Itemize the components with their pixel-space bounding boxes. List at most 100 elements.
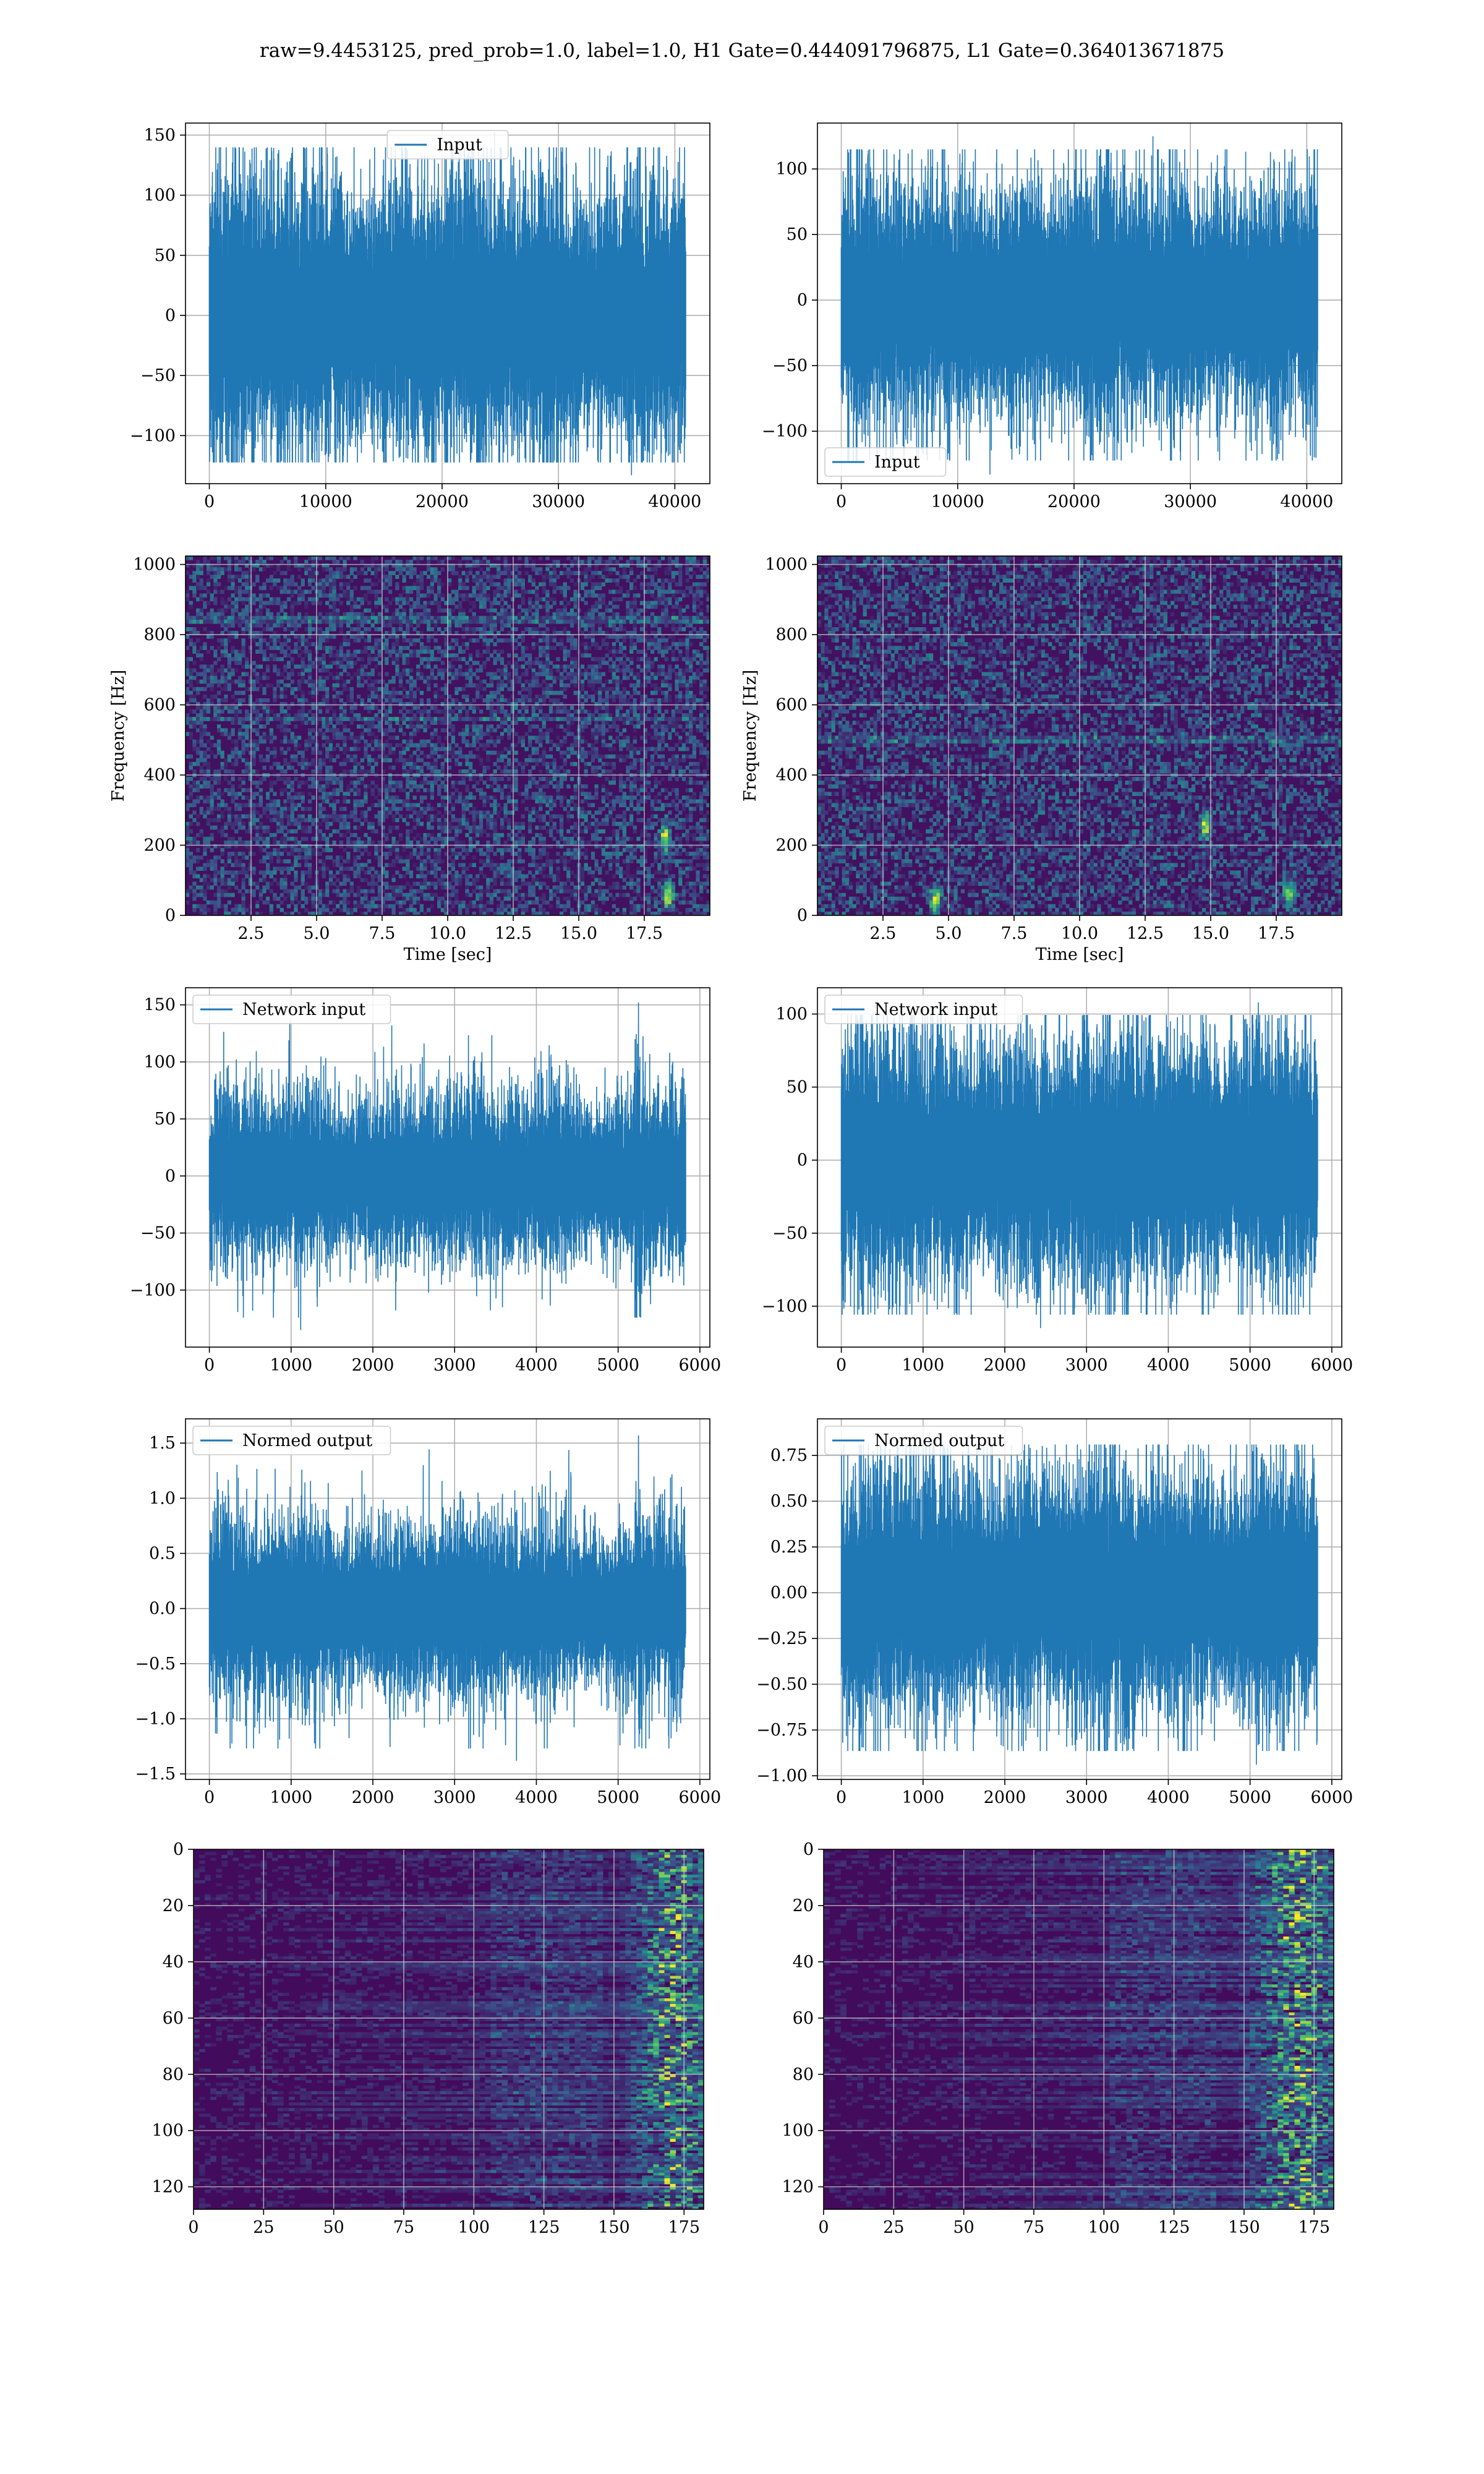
h1_spectrogram-cell xyxy=(186,691,189,695)
h1_spectrogram-cell xyxy=(497,669,500,673)
h1_spectrogram-cell xyxy=(469,717,472,721)
h1_spectrogram-cell xyxy=(693,706,696,710)
h1_spectrogram-cell xyxy=(668,676,672,680)
h1_spectrogram-cell xyxy=(234,586,238,590)
h1_spectrogram-cell xyxy=(297,736,301,740)
h1_spectrogram-cell xyxy=(221,672,224,677)
h1_spectrogram-cell xyxy=(294,649,297,654)
h1_spectrogram-cell xyxy=(224,642,228,646)
h1_spectrogram-cell xyxy=(249,594,252,598)
h1_spectrogram-cell xyxy=(665,680,668,684)
h1_spectrogram-cell xyxy=(504,594,508,598)
h1_spectrogram-cell xyxy=(242,769,245,774)
h1_spectrogram-cell xyxy=(420,676,424,680)
h1_spectrogram-cell xyxy=(350,590,354,594)
h1_spectrogram-cell xyxy=(563,676,567,680)
h1_spectrogram-cell xyxy=(186,627,189,631)
h1_spectrogram-cell xyxy=(462,755,466,759)
h1_spectrogram-cell xyxy=(336,736,339,740)
h1_spectrogram-cell xyxy=(437,672,441,677)
h1_spectrogram-cell xyxy=(213,601,217,606)
h1_spectrogram-cell xyxy=(490,582,493,586)
h1_spectrogram-cell xyxy=(693,743,696,748)
h1_spectrogram-cell xyxy=(497,758,500,763)
h1_spectrogram-cell xyxy=(416,769,420,774)
h1_spectrogram-cell xyxy=(423,605,427,609)
h1_spectrogram-cell xyxy=(203,751,207,755)
h1_spectrogram-cell xyxy=(318,620,322,624)
h1_spectrogram-cell xyxy=(672,769,675,774)
h1_spectrogram-cell xyxy=(556,575,560,579)
h1_spectrogram-cell xyxy=(262,672,266,677)
h1_spectrogram-cell xyxy=(371,691,375,695)
h1_spectrogram-cell xyxy=(388,717,392,721)
h1_spectrogram-cell xyxy=(357,747,360,751)
h1_spectrogram-cell xyxy=(535,758,539,763)
h1_spectrogram-cell xyxy=(685,649,689,654)
h1_spectrogram-cell xyxy=(672,709,675,714)
h1_spectrogram-cell xyxy=(329,575,333,579)
h1_spectrogram-cell xyxy=(430,762,434,766)
h1_spectrogram-cell xyxy=(200,594,203,598)
h1_spectrogram-cell xyxy=(231,747,235,751)
h1_spectrogram-cell xyxy=(475,661,479,666)
h1_spectrogram-cell xyxy=(423,743,427,748)
h1_spectrogram-cell xyxy=(399,560,403,564)
h1_spectrogram-cell xyxy=(486,609,490,613)
h1_spectrogram-cell xyxy=(493,642,497,646)
h1_spectrogram-cell xyxy=(392,747,396,751)
h1_spectrogram-cell xyxy=(507,736,511,740)
h1_spectrogram-cell xyxy=(678,571,682,575)
h1_spectrogram-cell xyxy=(221,649,224,654)
h1_spectrogram-cell xyxy=(336,597,339,602)
h1_spectrogram-cell xyxy=(276,586,280,590)
h1_spectrogram-cell xyxy=(598,661,602,666)
h1_spectrogram-cell xyxy=(403,672,406,677)
h1_spectrogram-cell xyxy=(633,635,637,639)
h1_spectrogram-cell xyxy=(213,582,217,586)
h1_spectrogram-cell xyxy=(650,612,654,617)
h1_spectrogram-cell xyxy=(346,642,350,646)
h1_spectrogram-cell xyxy=(262,698,266,703)
h1_spectrogram-cell xyxy=(283,649,287,654)
h1_spectrogram-cell xyxy=(574,612,578,617)
h1_spectrogram-cell xyxy=(458,762,462,766)
h1_spectrogram-cell xyxy=(343,728,346,732)
h1_spectrogram-cell xyxy=(672,620,675,624)
h1_spectrogram-cell xyxy=(668,672,672,677)
h1_spectrogram-cell xyxy=(629,620,633,624)
h1_spectrogram-cell xyxy=(654,601,658,606)
h1_spectrogram-cell xyxy=(451,653,455,657)
h1_spectrogram-cell xyxy=(675,702,679,706)
h1_spectrogram-cell xyxy=(409,683,413,688)
h1_spectrogram-cell xyxy=(623,713,626,717)
h1_spectrogram-cell xyxy=(650,601,654,606)
h1_input-ytick-label: 50 xyxy=(155,246,176,265)
h1_spectrogram-cell xyxy=(647,616,650,620)
h1_spectrogram-cell xyxy=(636,717,640,721)
h1_spectrogram-cell xyxy=(332,612,336,617)
h1_spectrogram-cell xyxy=(283,736,287,740)
h1_spectrogram-cell xyxy=(518,698,521,703)
h1_spectrogram-cell xyxy=(563,728,567,732)
h1_spectrogram-cell xyxy=(249,695,252,699)
h1_spectrogram-cell xyxy=(357,597,360,602)
h1_spectrogram-cell xyxy=(399,676,403,680)
h1_spectrogram-cell xyxy=(668,560,672,564)
h1_spectrogram-cell xyxy=(553,616,556,620)
h1_spectrogram-cell xyxy=(689,623,693,628)
h1_spectrogram-cell xyxy=(682,638,686,643)
h1_spectrogram-cell xyxy=(350,597,354,602)
h1_spectrogram-cell xyxy=(224,623,228,628)
h1_spectrogram-cell xyxy=(203,556,207,560)
h1_spectrogram-cell xyxy=(301,590,305,594)
h1_spectrogram-cell xyxy=(608,665,612,669)
h1_spectrogram-cell xyxy=(479,653,483,657)
h1_spectrogram-cell xyxy=(388,620,392,624)
h1_spectrogram-cell xyxy=(549,706,553,710)
h1_spectrogram-cell xyxy=(581,755,584,759)
h1_spectrogram-cell xyxy=(238,680,242,684)
h1_spectrogram-cell xyxy=(657,706,661,710)
h1_spectrogram-cell xyxy=(423,657,427,661)
h1_spectrogram-cell xyxy=(594,680,598,684)
